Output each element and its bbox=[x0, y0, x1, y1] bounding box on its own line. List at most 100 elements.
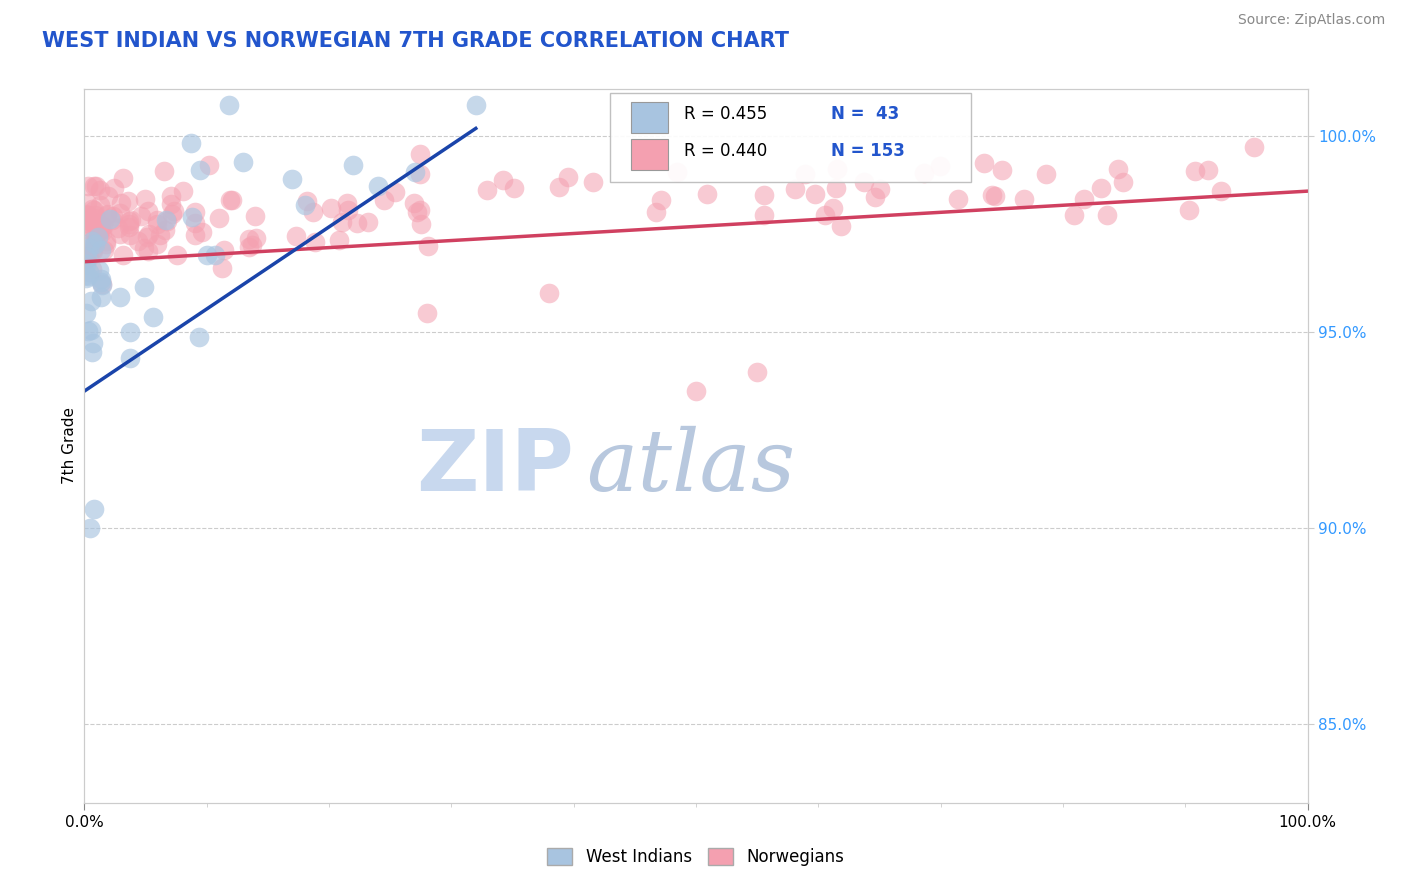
Point bbox=[548, 180, 571, 194]
Point bbox=[80, 234, 103, 248]
Point bbox=[136, 204, 159, 219]
Point bbox=[245, 210, 267, 224]
Point bbox=[404, 164, 426, 178]
Legend: West Indians, Norwegians: West Indians, Norwegians bbox=[541, 841, 851, 873]
Point bbox=[342, 158, 364, 172]
Point bbox=[91, 225, 114, 239]
Point bbox=[384, 185, 406, 199]
Point bbox=[159, 197, 181, 211]
Point bbox=[1035, 167, 1057, 181]
Point bbox=[97, 188, 120, 202]
Point bbox=[814, 208, 837, 222]
Point bbox=[80, 293, 103, 308]
Point bbox=[83, 216, 105, 230]
Point bbox=[221, 193, 243, 207]
Point bbox=[328, 233, 350, 247]
Point bbox=[172, 184, 194, 198]
Point bbox=[90, 275, 112, 289]
Point bbox=[180, 136, 202, 151]
Point bbox=[666, 164, 689, 178]
Point bbox=[405, 204, 427, 219]
Point bbox=[184, 228, 207, 243]
Text: R = 0.455: R = 0.455 bbox=[683, 105, 768, 123]
Point bbox=[1090, 181, 1112, 195]
Point bbox=[747, 364, 769, 378]
Point bbox=[160, 207, 183, 221]
Point bbox=[830, 219, 852, 234]
Point bbox=[94, 234, 117, 248]
Point bbox=[1073, 192, 1095, 206]
Point bbox=[152, 164, 174, 178]
Point bbox=[79, 241, 101, 255]
Point bbox=[825, 181, 848, 195]
Point bbox=[166, 248, 188, 262]
Point bbox=[79, 223, 101, 237]
Point bbox=[77, 220, 100, 235]
Point bbox=[418, 239, 440, 253]
Point bbox=[117, 194, 139, 208]
Point bbox=[180, 211, 202, 225]
Point bbox=[79, 250, 101, 264]
Point bbox=[83, 211, 105, 226]
Point bbox=[752, 208, 775, 222]
Point bbox=[84, 227, 107, 242]
Point bbox=[685, 384, 707, 398]
Point bbox=[112, 171, 135, 186]
Point bbox=[120, 213, 142, 227]
Point bbox=[76, 213, 98, 227]
Point bbox=[84, 235, 107, 249]
Text: N =  43: N = 43 bbox=[831, 105, 898, 123]
Point bbox=[409, 203, 432, 218]
Y-axis label: 7th Grade: 7th Grade bbox=[62, 408, 77, 484]
Bar bbox=[631, 102, 668, 133]
Point bbox=[991, 162, 1014, 177]
Point bbox=[1178, 202, 1201, 217]
Point bbox=[1063, 208, 1085, 222]
Point bbox=[108, 227, 131, 242]
Point bbox=[89, 198, 111, 212]
Point bbox=[138, 244, 160, 259]
Point bbox=[129, 209, 152, 223]
Point bbox=[538, 286, 561, 301]
Point bbox=[146, 217, 169, 231]
Point bbox=[557, 169, 579, 184]
Point bbox=[142, 310, 165, 325]
Point bbox=[981, 188, 1004, 202]
Point bbox=[118, 214, 141, 228]
Point bbox=[582, 175, 605, 189]
Point bbox=[218, 193, 240, 207]
Point bbox=[75, 306, 97, 320]
Point bbox=[783, 182, 806, 196]
Point bbox=[356, 215, 378, 229]
Point bbox=[138, 227, 160, 241]
Point bbox=[191, 226, 214, 240]
Point bbox=[83, 203, 105, 218]
Point bbox=[80, 215, 103, 229]
Point bbox=[82, 244, 104, 258]
Point bbox=[76, 269, 98, 284]
Point bbox=[75, 257, 97, 271]
Point bbox=[101, 213, 124, 227]
Text: ZIP: ZIP bbox=[416, 425, 574, 509]
Point bbox=[492, 173, 515, 187]
Point bbox=[90, 220, 112, 235]
Point bbox=[863, 190, 886, 204]
Point bbox=[77, 239, 100, 253]
Point bbox=[1107, 162, 1129, 177]
Point bbox=[96, 207, 118, 221]
Point bbox=[232, 154, 254, 169]
Point bbox=[696, 186, 718, 201]
Text: atlas: atlas bbox=[586, 426, 794, 508]
Point bbox=[98, 211, 121, 226]
Point bbox=[80, 262, 103, 277]
Point bbox=[75, 249, 97, 263]
Point bbox=[464, 98, 486, 112]
Point bbox=[145, 213, 167, 227]
Point bbox=[83, 178, 105, 193]
Point bbox=[240, 238, 263, 252]
Point bbox=[89, 272, 111, 286]
Point bbox=[912, 166, 935, 180]
Point bbox=[132, 280, 155, 294]
Point bbox=[84, 179, 107, 194]
Point bbox=[1243, 140, 1265, 154]
